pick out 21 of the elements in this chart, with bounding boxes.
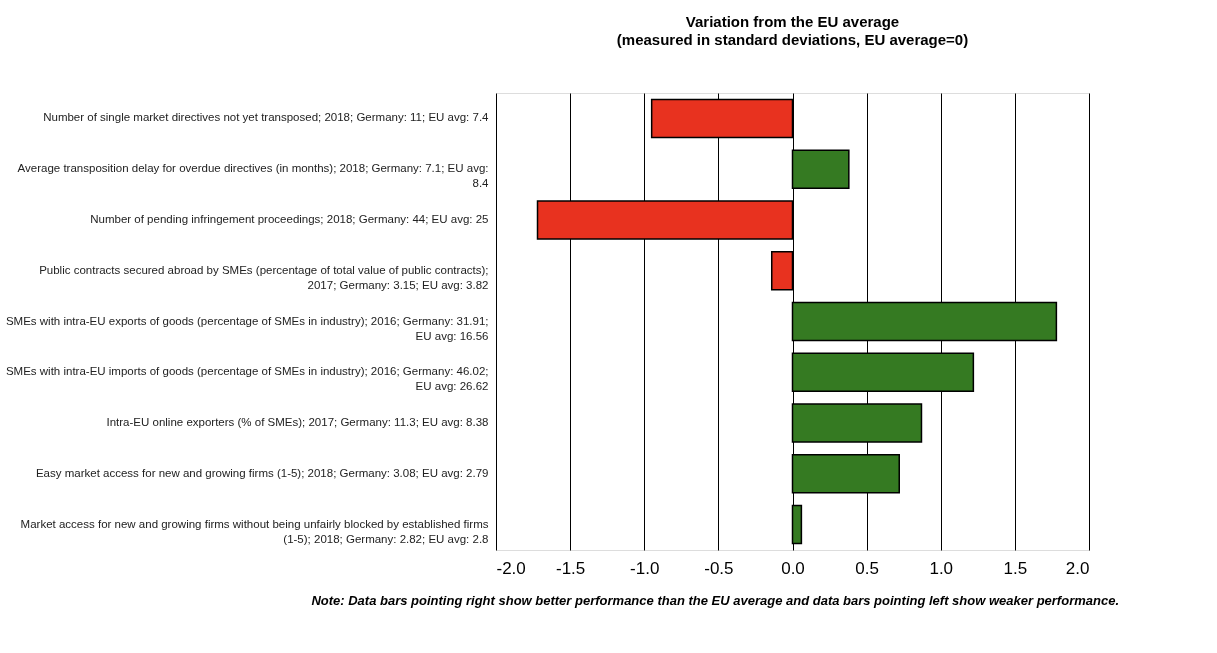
- x-tick-label: -1.5: [555, 558, 586, 578]
- y-tick-label: SMEs with intra-EU imports of goods (percentage of SMEs in industry); 2016; Germany: 46.02; EU avg: 26.62: [5, 365, 489, 393]
- y-tick-label: Public contracts secured abroad by SMEs (percentage of total value of public contracts); 2017; Germany: 3.15; EU avg: 3.82: [39, 263, 489, 291]
- y-tick-label: Number of pending infringement proceedings; 2018; Germany: 44; EU avg: 25: [90, 212, 489, 225]
- y-tick-label: Easy market access for new and growing firms (1-5); 2018; Germany: 3.08; EU avg: 2.79: [35, 466, 489, 479]
- x-tick-label: 0.0: [781, 558, 805, 578]
- chart-title: Variation from the EU average: [685, 13, 900, 30]
- x-tick-label: -0.5: [704, 558, 734, 578]
- x-tick-label: 2.0: [1065, 558, 1090, 578]
- y-tick-label: Number of single market directives not yet transposed; 2018; Germany: 11; EU avg: 7.4: [43, 111, 490, 124]
- text: Note: Data bars pointing right show better performance than the EU average and data bars pointing left show weaker performance.: [311, 593, 1119, 608]
- y-tick-label: Average transposition delay for overdue directives (in months); 2018; Germany: 7.1; EU avg: 8.4: [17, 162, 490, 190]
- x-tick-label: -2.0: [496, 558, 526, 578]
- x-tick-label: -1.0: [630, 558, 660, 578]
- y-tick-label: SMEs with intra-EU exports of goods (percentage of SMEs in industry); 2016; Germany: 31.91; EU avg: 16.56: [5, 314, 489, 342]
- y-tick-label: Intra-EU online exporters (% of SMEs); 2017; Germany: 11.3; EU avg: 8.38: [106, 416, 489, 429]
- chart-subtitle: (measured in standard deviations, EU average=0): [616, 31, 969, 48]
- y-tick-label: Market access for new and growing firms without being unfairly blocked by established firms (1-5); 2018; Germany: 2.82; EU avg: 2.8: [20, 517, 489, 545]
- x-tick-label: 1.0: [929, 558, 954, 578]
- x-tick-label: 0.5: [855, 558, 879, 578]
- x-tick-label: 1.5: [1003, 558, 1028, 578]
